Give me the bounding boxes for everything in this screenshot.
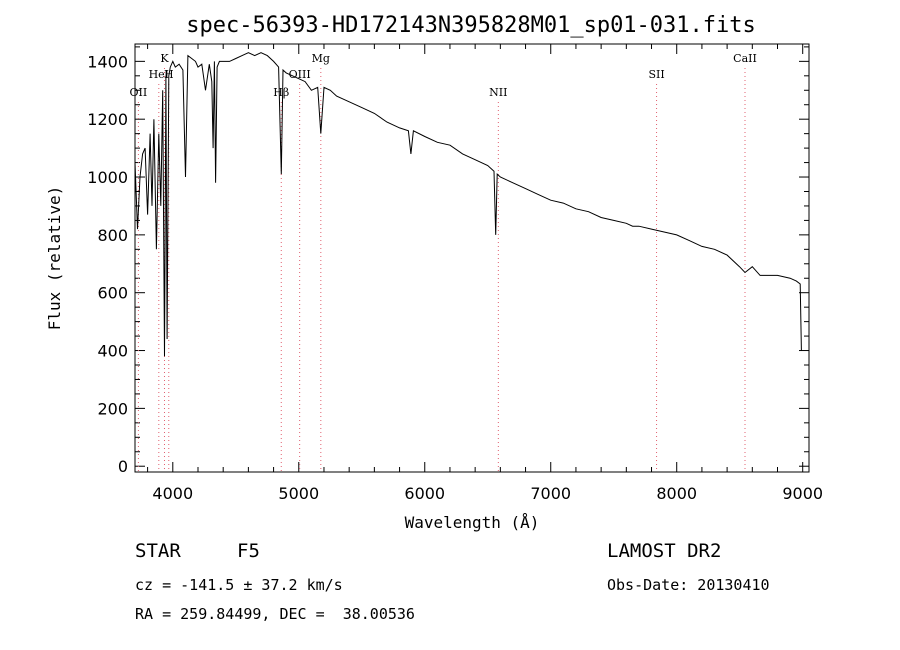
line-marker-label: CaII: [733, 52, 757, 65]
y-tick-label: 600: [97, 284, 128, 303]
x-tick-label: 8000: [656, 484, 697, 503]
y-tick-label: 1000: [87, 168, 128, 187]
line-marker-label: HeI: [149, 68, 169, 81]
x-tick-label: 4000: [152, 484, 193, 503]
x-tick-label: 5000: [278, 484, 319, 503]
chart-title: spec-56393-HD172143N395828M01_sp01-031.f…: [186, 13, 756, 38]
y-tick-label: 0: [118, 457, 128, 476]
tick-layer: 4000 5000 6000 7000 8000 9000 0 200 400 600 800 100…: [87, 44, 823, 503]
x-axis-label: Wavelength (Å): [405, 513, 540, 532]
y-tick-label: 1400: [87, 52, 128, 71]
line-marker-label: OIII: [289, 68, 311, 81]
line-marker-label: Mg: [312, 52, 330, 65]
subclass: F5: [237, 540, 260, 562]
redshift-text: cz = -141.5 ± 37.2 km/s: [135, 576, 343, 594]
y-tick-label: 800: [97, 226, 128, 245]
survey-name: LAMOST DR2: [607, 540, 722, 562]
line-marker-label: SII: [648, 68, 664, 81]
x-tick-label: 6000: [404, 484, 445, 503]
spectrum-series-line: [134, 52, 802, 357]
y-axis-label: Flux (relative): [45, 186, 64, 331]
y-tick-label: 400: [97, 342, 128, 361]
coordinates: RA = 259.84499, DEC = 38.00536: [135, 605, 415, 623]
line-marker-label: OII: [130, 86, 148, 99]
x-tick-label: 7000: [530, 484, 571, 503]
y-tick-label: 200: [97, 399, 128, 418]
y-tick-label: 1200: [87, 110, 128, 129]
line-marker-label: K: [160, 52, 169, 65]
spectrum-chart: spec-56393-HD172143N395828M01_sp01-031.f…: [45, 13, 823, 532]
object-class: STAR: [135, 540, 181, 562]
obs-date: Obs-Date: 20130410: [607, 576, 770, 594]
line-marker-label: NII: [489, 86, 507, 99]
plot-frame: [134, 43, 810, 473]
x-tick-label: 9000: [782, 484, 823, 503]
line-marker-label: Hβ: [273, 86, 289, 99]
